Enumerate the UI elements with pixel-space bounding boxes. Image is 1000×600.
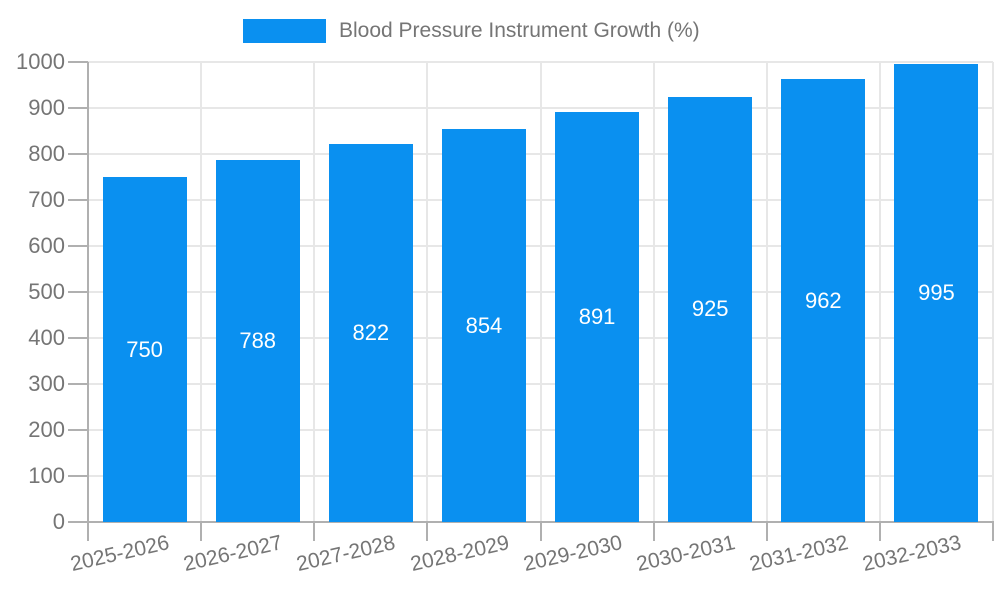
bar-value-label: 822: [352, 319, 390, 345]
y-axis-label: 0: [52, 509, 65, 534]
bar-value-label: 891: [578, 304, 616, 330]
gridline-v: [652, 62, 655, 522]
x-axis-label: 2029-2030: [520, 531, 625, 577]
y-tick: [68, 337, 88, 339]
x-tick: [200, 522, 203, 541]
x-axis-label: 2028-2029: [407, 531, 511, 577]
bar: 891: [555, 112, 640, 522]
bar-value-label: 854: [465, 312, 503, 338]
y-axis-label: 1000: [16, 49, 65, 74]
bar: 750: [102, 177, 187, 522]
bar-value-label: 962: [804, 287, 842, 313]
y-axis-label: 300: [28, 371, 65, 396]
x-tick: [426, 522, 429, 541]
y-axis-label: 100: [28, 463, 65, 488]
gridline-v: [992, 62, 994, 522]
x-tick: [992, 522, 994, 541]
y-tick: [68, 383, 88, 385]
y-tick: [68, 429, 88, 431]
bar: 925: [668, 96, 753, 522]
bar-value-label: 925: [691, 296, 729, 322]
gridline-v: [765, 62, 768, 522]
y-tick: [68, 475, 88, 477]
bar: 788: [215, 159, 300, 522]
y-tick: [68, 61, 88, 63]
x-axis-label: 2032-2033: [860, 531, 964, 577]
x-axis-label: 2031-2032: [747, 531, 851, 577]
y-axis-label: 400: [28, 325, 65, 350]
x-axis-label: 2026-2027: [181, 531, 285, 577]
x-tick: [765, 522, 768, 541]
y-axis-label: 200: [28, 417, 65, 442]
x-tick: [878, 522, 881, 541]
legend-label: Blood Pressure Instrument Growth (%): [339, 19, 700, 42]
x-tick: [539, 522, 542, 541]
y-tick: [68, 291, 88, 293]
chart-legend: Blood Pressure Instrument Growth (%): [243, 19, 700, 43]
y-tick: [68, 107, 88, 109]
gridline-v: [313, 62, 316, 522]
legend-swatch: [243, 19, 326, 43]
bar: 962: [781, 79, 866, 522]
y-axis-label: 600: [28, 233, 65, 258]
y-tick: [68, 245, 88, 247]
y-axis-label: 700: [28, 187, 65, 212]
x-axis-line: [87, 521, 994, 523]
bar-value-label: 750: [126, 336, 163, 362]
bar-value-label: 788: [239, 327, 277, 353]
x-axis-label: 2027-2028: [294, 531, 398, 577]
bar: 995: [894, 64, 979, 522]
x-tick: [313, 522, 316, 541]
bar: 854: [441, 129, 526, 522]
gridline-v: [426, 62, 429, 522]
bar-value-label: 995: [918, 280, 955, 306]
gridline-v: [539, 62, 542, 522]
gridline-v: [878, 62, 881, 522]
y-axis-label: 900: [28, 95, 65, 120]
x-axis-label: 2030-2031: [634, 531, 738, 577]
x-axis-label: 2025-2026: [68, 531, 172, 577]
y-axis-label: 500: [28, 279, 65, 304]
gridline-v: [200, 62, 203, 522]
y-tick: [68, 521, 88, 523]
x-tick: [652, 522, 655, 541]
bar: 822: [328, 143, 413, 522]
y-tick: [68, 153, 88, 155]
y-axis-line: [87, 62, 89, 541]
y-tick: [68, 199, 88, 201]
y-axis-label: 800: [28, 141, 65, 166]
